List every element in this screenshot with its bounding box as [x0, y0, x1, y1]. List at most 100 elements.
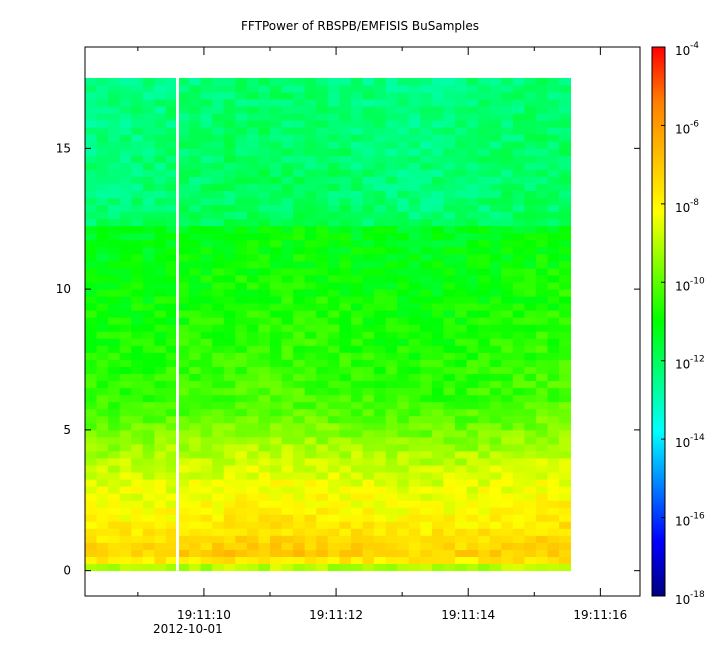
spectrogram-cell: [501, 352, 514, 360]
spectrogram-cell: [547, 253, 560, 262]
spectrogram-cell: [281, 556, 294, 565]
spectrogram-cell: [200, 197, 213, 206]
spectrogram-cell: [316, 401, 329, 410]
spectrogram-cell: [489, 253, 502, 262]
spectrogram-cell: [246, 443, 259, 452]
spectrogram-cell: [189, 429, 202, 438]
spectrogram-cell: [350, 394, 363, 403]
spectrogram-cell: [142, 472, 155, 480]
spectrogram-cell: [293, 211, 306, 220]
spectrogram-cell: [420, 472, 433, 480]
spectrogram-cell: [108, 134, 121, 142]
spectrogram-cell: [385, 345, 398, 353]
spectrogram-cell: [119, 387, 132, 396]
spectrogram-cell: [535, 253, 548, 262]
spectrogram-cell: [455, 408, 467, 417]
spectrogram-cell: [350, 162, 363, 170]
spectrogram-cell: [489, 113, 502, 121]
spectrogram-cell: [270, 162, 282, 170]
spectrogram-cell: [455, 338, 467, 346]
spectrogram-cell: [212, 253, 225, 262]
spectrogram-cell: [246, 422, 259, 431]
spectrogram-cell: [189, 443, 202, 452]
spectrogram-cell: [200, 113, 213, 121]
spectrogram-cell: [420, 77, 433, 86]
spectrogram-cell: [108, 429, 121, 438]
spectrogram-cell: [478, 338, 491, 346]
spectrogram-cell: [177, 401, 190, 410]
spectrogram-cell: [165, 148, 178, 156]
spectrogram-cell: [443, 296, 456, 304]
spectrogram-cell: [119, 317, 132, 325]
spectrogram-cell: [339, 472, 352, 480]
spectrogram-cell: [96, 85, 109, 93]
spectrogram-cell: [154, 85, 167, 93]
spectrogram-cell: [362, 472, 375, 480]
spectrogram-cell: [189, 246, 202, 255]
colorbar-tick-label: 10: [675, 201, 690, 215]
spectrogram-cell: [281, 289, 294, 297]
spectrogram-cell: [293, 232, 306, 241]
spectrogram-cell: [385, 422, 398, 431]
spectrogram-cell: [327, 528, 340, 536]
spectrogram-cell: [270, 155, 282, 163]
spectrogram-cell: [362, 197, 375, 206]
spectrogram-cell: [501, 380, 514, 389]
spectrogram-cell: [350, 331, 363, 339]
spectrogram-cell: [165, 394, 178, 403]
spectrogram-cell: [281, 331, 294, 339]
spectrogram-cell: [489, 345, 502, 353]
spectrogram-cell: [316, 310, 329, 318]
spectrogram-cell: [281, 338, 294, 346]
spectrogram-cell: [119, 479, 132, 487]
spectrogram-cell: [524, 394, 537, 403]
spectrogram-cell: [408, 436, 421, 445]
spectrogram-cell: [154, 394, 167, 403]
spectrogram-cell: [547, 338, 560, 346]
spectrogram-cell: [478, 176, 491, 184]
spectrogram-cell: [281, 549, 294, 557]
spectrogram-cell: [131, 134, 144, 142]
spectrogram-cell: [316, 380, 329, 389]
spectrogram-cell: [535, 352, 548, 360]
spectrogram-cell: [455, 401, 467, 410]
spectrogram-cell: [223, 127, 236, 135]
spectrogram-cell: [397, 443, 410, 452]
spectrogram-cell: [420, 380, 433, 389]
spectrogram-cell: [258, 303, 271, 311]
spectrogram-cell: [85, 458, 97, 466]
spectrogram-cell: [512, 422, 525, 431]
spectrogram-cell: [350, 542, 363, 550]
spectrogram-cell: [350, 549, 363, 557]
spectrogram-cell: [327, 436, 340, 445]
spectrogram-cell: [431, 528, 444, 536]
spectrogram-cell: [501, 422, 514, 431]
spectrogram-cell: [374, 260, 387, 269]
spectrogram-cell: [385, 225, 398, 234]
spectrogram-cell: [501, 408, 514, 417]
spectrogram-cell: [489, 542, 502, 550]
spectrogram-cell: [443, 500, 456, 508]
spectrogram-cell: [489, 99, 502, 107]
spectrogram-cell: [142, 549, 155, 557]
spectrogram-cell: [478, 197, 491, 206]
spectrogram-cell: [420, 366, 433, 374]
spectrogram-cell: [350, 155, 363, 163]
spectrogram-cell: [512, 507, 525, 515]
spectrogram-cell: [142, 77, 155, 86]
spectrogram-cell: [408, 289, 421, 297]
spectrogram-cell: [489, 310, 502, 318]
spectrogram-cell: [96, 303, 109, 311]
spectrogram-cell: [547, 465, 560, 473]
spectrogram-cell: [293, 296, 306, 304]
spectrogram-cell: [165, 211, 178, 220]
spectrogram-cell: [131, 120, 144, 128]
spectrogram-cell: [524, 542, 537, 550]
spectrogram-cell: [547, 345, 560, 353]
spectrogram-cell: [547, 479, 560, 487]
spectrogram-cell: [559, 549, 572, 557]
spectrogram-cell: [327, 120, 340, 128]
spectrogram-cell: [223, 542, 236, 550]
spectrogram-cell: [177, 310, 190, 318]
spectrogram-cell: [108, 408, 121, 417]
